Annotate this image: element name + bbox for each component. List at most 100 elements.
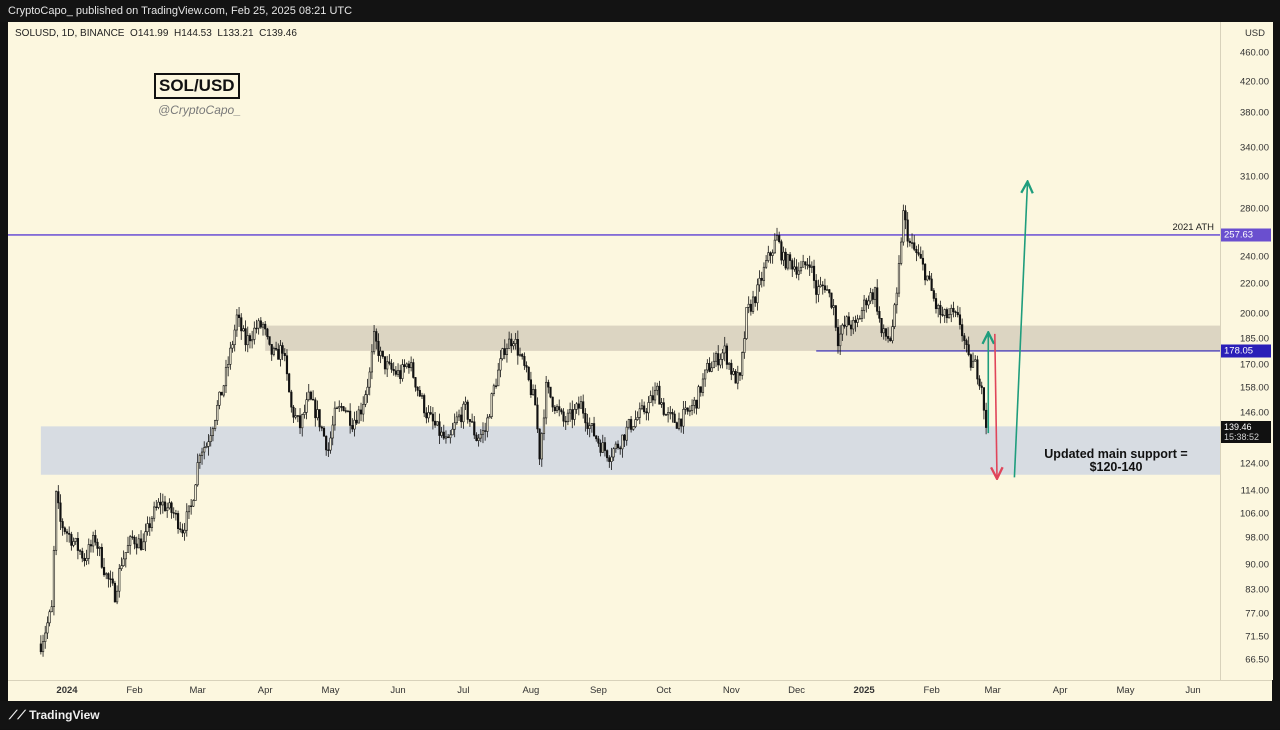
candle-body-2024-04-22 (309, 391, 313, 400)
candle-body-2024-02-01 (133, 536, 136, 545)
candle-body-2024-12-22 (841, 324, 844, 335)
candle-body-2024-09-04 (603, 442, 607, 451)
candle-body-2024-09-13 (623, 434, 626, 441)
candle-body-2024-05-03 (333, 407, 336, 426)
candle-body-2024-12-09 (812, 265, 816, 281)
candle-body-2025-01-09 (880, 318, 883, 334)
candle-body-2024-01-01 (65, 531, 69, 534)
y-tick-label: 71.50 (1245, 631, 1269, 643)
candle-body-2024-12-16 (828, 289, 831, 294)
candle-body-2024-04-12 (288, 373, 291, 393)
candle-body-2024-08-28 (588, 425, 591, 429)
candle-body-2025-02-15 (961, 324, 964, 337)
candle-body-2024-06-12 (420, 395, 424, 397)
candle-body-2024-07-18 (499, 358, 502, 371)
time-axis[interactable]: 2024 Feb Mar Apr May Jun Jul Aug Sep Oct Nov Dec 202… (8, 680, 1272, 701)
candle-body-2024-10-31 (728, 362, 731, 365)
candle-body-2024-11-13 (756, 284, 759, 304)
candle-body-2024-05-26 (383, 356, 387, 370)
candle-body-2024-08-09 (547, 381, 550, 388)
x-tick-label: 2024 (56, 685, 78, 696)
candle-body-2024-10-20 (704, 369, 707, 380)
x-tick-label: Mar (984, 685, 1001, 696)
candle-body-2024-07-04 (468, 419, 472, 422)
candle-body-2024-09-07 (610, 456, 613, 462)
candle-body-2024-09-19 (636, 416, 639, 420)
candle-body-2024-08-05 (538, 428, 541, 460)
candle-body-2024-08-22 (575, 403, 578, 410)
candle-body-2024-01-11 (87, 544, 90, 559)
candle-body-2023-12-23 (46, 622, 49, 634)
candle-body-2024-03-25 (248, 335, 252, 342)
candle-body-2025-02-05 (939, 305, 942, 315)
candle-body-2023-12-30 (61, 521, 64, 529)
x-tick-label: Aug (522, 685, 540, 696)
candle-body-2025-01-19 (902, 210, 905, 243)
candle-body-2024-01-14 (94, 535, 97, 543)
candle-body-2024-07-29 (523, 356, 526, 366)
candle-body-2024-12-30 (858, 318, 861, 320)
candle-body-2024-02-10 (153, 506, 156, 519)
candle-body-2024-10-28 (721, 352, 724, 360)
x-tick-label: Jul (457, 685, 470, 696)
candle-body-2025-02-10 (950, 307, 953, 315)
candle-body-2024-02-29 (194, 484, 197, 501)
price-axis[interactable]: USD 460.00 420.00 380.00 340.00 310.00 280.00… (1220, 22, 1273, 680)
y-tick-label: 77.00 (1245, 608, 1269, 620)
candle-body-2024-06-28 (455, 416, 458, 424)
candle-body-2025-01-24 (913, 242, 916, 250)
candle-body-2024-08-27 (586, 422, 589, 429)
candle-body-2024-08-14 (558, 406, 561, 411)
candle-body-2024-01-23 (113, 582, 116, 603)
chart-title: SOL/USD (154, 73, 240, 99)
candle-body-2025-02-02 (932, 290, 935, 299)
candle-body-2024-06-15 (427, 412, 430, 419)
candle-body-2024-03-07 (209, 435, 212, 442)
price-chart[interactable] (8, 22, 1220, 680)
candle-body-2024-11-07 (743, 338, 746, 353)
candle-body-2024-01-26 (120, 565, 123, 569)
candle-body-2024-03-13 (222, 385, 225, 396)
candle-body-2025-01-20 (904, 210, 907, 221)
candle-body-2024-02-07 (146, 523, 149, 533)
candle-body-2025-01-28 (921, 257, 925, 265)
candle-body-2024-09-20 (638, 408, 641, 418)
candle-body-2023-12-21 (41, 641, 45, 653)
candle-body-2024-05-19 (368, 371, 371, 388)
candle-body-2024-01-09 (83, 557, 86, 562)
candle-body-2024-09-30 (660, 402, 663, 405)
currency-unit[interactable]: USD (1244, 28, 1265, 39)
candle-body-2024-03-06 (207, 441, 210, 447)
candle-body-2024-10-30 (725, 345, 729, 365)
candle-body-2024-06-18 (433, 420, 437, 426)
tradingview-logo[interactable]: ⟋⟋ TradingView (9, 701, 100, 729)
candle-body-2024-04-21 (307, 391, 310, 401)
candle-body-2024-09-15 (627, 419, 630, 428)
candle-body-2024-06-17 (431, 413, 434, 422)
candle-body-2024-04-26 (318, 409, 321, 428)
candle-body-2024-09-24 (647, 402, 650, 414)
candle-body-2024-04-25 (316, 409, 319, 419)
candle-body-2024-07-31 (527, 366, 530, 381)
candle-body-2024-02-19 (172, 512, 175, 514)
candle-body-2024-01-06 (76, 538, 79, 551)
candle-body-2024-02-27 (190, 505, 193, 507)
candle-body-2024-01-19 (105, 573, 108, 576)
candle-body-2024-12-20 (836, 327, 840, 347)
candle-body-2025-01-04 (869, 292, 872, 302)
candle-body-2024-05-13 (355, 419, 358, 424)
candle-body-2024-02-08 (148, 523, 151, 528)
candle-body-2024-06-20 (438, 421, 441, 436)
candle-body-2025-02-07 (943, 309, 946, 316)
candle-body-2024-03-17 (231, 344, 234, 349)
candle-body-2024-07-07 (475, 434, 478, 441)
candle-body-2024-05-14 (357, 409, 360, 424)
candle-body-2024-12-14 (823, 285, 827, 291)
chart-area[interactable]: SOLUSD, 1D, BINANCE O141.99 H144.53 L133… (8, 22, 1220, 680)
candle-body-2024-05-21 (373, 331, 376, 353)
candle-body-2024-06-30 (460, 414, 463, 423)
candle-body-2024-03-15 (227, 364, 230, 368)
candle-body-2025-01-17 (897, 263, 901, 294)
candle-body-2024-05-22 (375, 331, 378, 342)
support-annotation-line1: Updated main support = (1044, 447, 1188, 461)
